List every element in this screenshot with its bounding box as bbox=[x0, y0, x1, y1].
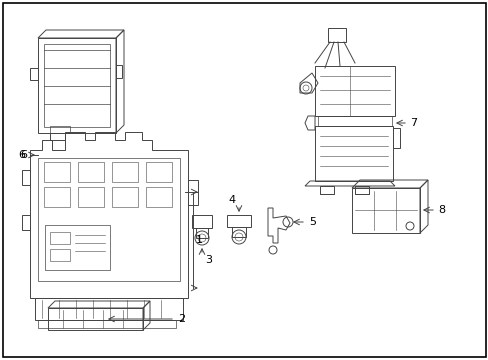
Bar bbox=[354, 186, 368, 194]
Text: 6: 6 bbox=[20, 150, 27, 160]
Bar bbox=[45, 225, 110, 270]
Bar bbox=[314, 126, 392, 181]
Text: 8: 8 bbox=[437, 205, 444, 215]
Text: 2: 2 bbox=[178, 314, 185, 324]
Bar bbox=[146, 187, 172, 207]
Bar bbox=[146, 162, 172, 182]
Text: 6: 6 bbox=[18, 150, 25, 160]
Bar bbox=[48, 308, 142, 330]
Bar bbox=[319, 186, 333, 194]
Bar bbox=[50, 232, 70, 244]
Text: 7: 7 bbox=[409, 118, 416, 128]
Bar bbox=[35, 298, 183, 320]
Bar bbox=[314, 66, 394, 116]
Bar bbox=[38, 158, 180, 281]
Bar bbox=[351, 188, 419, 233]
Text: 4: 4 bbox=[228, 195, 235, 205]
Text: 5: 5 bbox=[308, 217, 315, 227]
Text: 1: 1 bbox=[196, 235, 203, 245]
Bar bbox=[112, 162, 138, 182]
Bar bbox=[38, 320, 176, 328]
Bar bbox=[44, 162, 70, 182]
Bar bbox=[78, 187, 104, 207]
Bar bbox=[112, 187, 138, 207]
Bar bbox=[317, 116, 391, 126]
Text: 3: 3 bbox=[204, 255, 212, 265]
Bar bbox=[78, 162, 104, 182]
Bar bbox=[44, 44, 110, 127]
Bar bbox=[50, 126, 70, 133]
Bar bbox=[327, 28, 346, 42]
Bar bbox=[50, 249, 70, 261]
Bar bbox=[38, 38, 116, 133]
Bar bbox=[44, 187, 70, 207]
